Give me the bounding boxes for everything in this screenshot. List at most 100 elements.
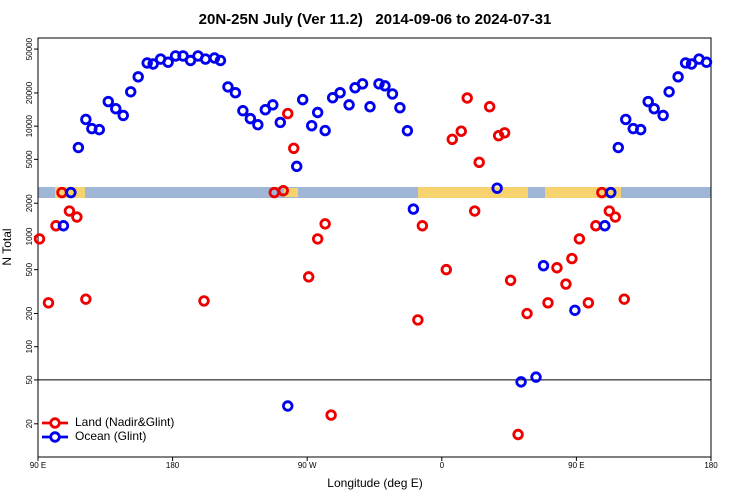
x-tick-label: 180 [704, 461, 718, 470]
legend-marker [49, 431, 61, 443]
point [648, 102, 660, 115]
point [311, 233, 324, 245]
point [679, 57, 692, 69]
point [63, 205, 76, 217]
y-tick-label: 500 [25, 262, 34, 276]
chart-title: 20N-25N July (Ver 11.2) 2014-09-06 to 20… [199, 11, 552, 28]
point [282, 107, 294, 120]
point [373, 78, 385, 90]
point [208, 52, 221, 64]
point [71, 211, 83, 223]
point [573, 233, 586, 245]
point [560, 278, 572, 290]
point [57, 220, 70, 232]
point [162, 56, 174, 68]
point [356, 78, 369, 90]
y-tick-label: 50 [25, 375, 34, 384]
point [635, 123, 647, 136]
point [469, 205, 481, 217]
point [80, 293, 92, 305]
point [343, 99, 355, 111]
point [364, 101, 376, 113]
point [605, 186, 617, 199]
point [412, 314, 424, 326]
point [609, 211, 621, 223]
land-patch [284, 188, 298, 197]
point [394, 102, 406, 114]
land-patch [545, 187, 621, 198]
point [530, 371, 542, 383]
point [319, 218, 331, 230]
x-axis-label: Longitude (deg E) [327, 476, 422, 490]
point [229, 87, 242, 99]
land-patch [55, 187, 85, 198]
legend-label: Land (Nadir&Glint) [75, 415, 174, 429]
y-tick-label: 2000 [25, 194, 34, 212]
y-tick-label: 200 [25, 306, 34, 320]
point [473, 156, 485, 169]
x-tick-label: 90 E [568, 461, 584, 470]
point [566, 252, 578, 265]
point [512, 428, 524, 441]
point [461, 92, 473, 104]
point [515, 376, 527, 388]
point [93, 123, 106, 136]
point [401, 124, 414, 137]
land-patch [418, 187, 528, 198]
point [305, 119, 318, 132]
point [542, 297, 554, 309]
point [244, 112, 257, 125]
point [288, 142, 300, 154]
y-tick-label: 5000 [25, 150, 34, 168]
point [311, 106, 324, 119]
y-tick-label: 100 [25, 339, 34, 353]
y-tick-label: 20000 [25, 81, 34, 104]
point [125, 86, 137, 98]
point [612, 141, 624, 154]
point [42, 297, 55, 309]
point [700, 56, 713, 68]
point [110, 102, 122, 115]
point [483, 101, 496, 113]
point [199, 53, 212, 65]
point [132, 71, 144, 83]
x-tick-label: 180 [166, 461, 180, 470]
point [72, 141, 85, 154]
point [455, 125, 467, 137]
point [325, 409, 337, 421]
point [33, 233, 46, 245]
plot-frame [37, 37, 712, 458]
point [620, 113, 632, 126]
point [237, 105, 249, 117]
point [326, 92, 339, 104]
point [319, 124, 331, 137]
y-tick-label: 1000 [25, 227, 34, 245]
point [198, 295, 210, 307]
point [252, 119, 264, 131]
y-tick-label: 10000 [25, 114, 34, 137]
point [603, 205, 616, 217]
point [267, 99, 279, 111]
point [416, 220, 429, 232]
point [277, 184, 289, 197]
x-tick-label: 0 [440, 461, 445, 470]
point [537, 259, 550, 272]
point [663, 86, 675, 98]
point [102, 95, 114, 108]
x-tick-label: 90 E [30, 461, 46, 470]
point [672, 71, 684, 83]
point [504, 274, 517, 287]
legend-label: Ocean (Glint) [75, 429, 146, 443]
point [117, 109, 129, 122]
y-tick-label: 50000 [25, 37, 34, 60]
point [386, 88, 399, 100]
point [551, 262, 563, 274]
point [407, 203, 420, 215]
point [440, 263, 452, 276]
point [259, 103, 272, 116]
point [521, 307, 533, 320]
point [491, 182, 503, 194]
legend-marker [49, 417, 61, 429]
point [446, 133, 458, 145]
